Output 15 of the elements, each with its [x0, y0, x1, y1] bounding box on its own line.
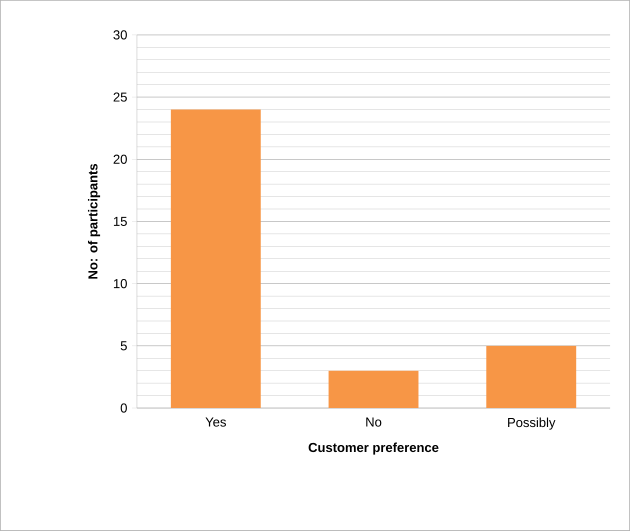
y-tick-label: 25 [114, 92, 127, 102]
x-tick-label: Possibly [508, 418, 556, 430]
y-tick-label: 15 [114, 216, 127, 226]
y-tick-label: 5 [120, 341, 127, 350]
y-tick-label: 20 [114, 154, 127, 164]
x-axis-title: Customer preference [308, 442, 438, 455]
bar [486, 346, 576, 408]
x-tick-label: No [366, 418, 382, 427]
x-tick-label: Yes [205, 418, 226, 427]
bar [328, 370, 418, 408]
y-tick-label: 30 [113, 30, 127, 40]
y-axis-title: No: of participants [88, 164, 100, 279]
y-tick-label: 10 [114, 279, 127, 288]
y-tick-label: 0 [120, 403, 127, 413]
bar [170, 110, 261, 408]
